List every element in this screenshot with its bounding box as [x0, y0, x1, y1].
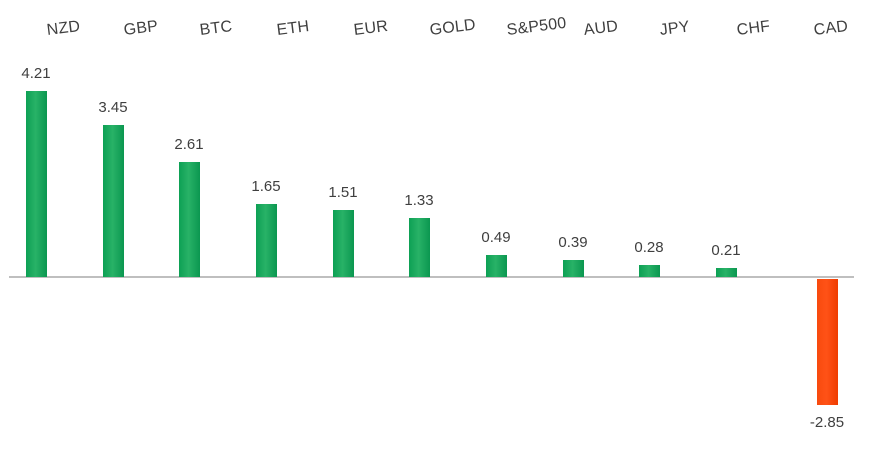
- value-label-gbp: 3.45: [98, 99, 128, 116]
- value-label-btc: 2.61: [174, 136, 204, 153]
- value-label-gold: 1.33: [404, 192, 434, 209]
- category-label-eth: ETH: [275, 18, 311, 39]
- value-label-aud: 0.39: [558, 234, 588, 251]
- bar-btc: [178, 162, 200, 277]
- value-label-chf: 0.21: [711, 242, 741, 259]
- category-label-eur: EUR: [352, 17, 390, 39]
- x-axis-line: [9, 276, 854, 278]
- bar-eth: [255, 204, 277, 277]
- bar-nzd: [25, 91, 47, 277]
- bar-gbp: [102, 125, 124, 277]
- bar-aud: [562, 260, 584, 277]
- bar-chf: [715, 268, 737, 277]
- category-label-chf: CHF: [735, 17, 772, 39]
- value-label-eur: 1.51: [328, 184, 358, 201]
- category-label-cad: CAD: [812, 17, 850, 39]
- bar-jpy: [638, 265, 660, 277]
- category-label-gbp: GBP: [122, 17, 160, 39]
- bar-sp500: [485, 255, 507, 277]
- value-label-jpy: 0.28: [634, 239, 664, 256]
- category-label-aud: AUD: [582, 17, 620, 39]
- category-label-nzd: NZD: [45, 17, 82, 39]
- category-label-gold: GOLD: [428, 16, 477, 39]
- value-label-nzd: 4.21: [21, 65, 51, 82]
- value-label-sp500: 0.49: [481, 229, 511, 246]
- bar-eur: [332, 210, 354, 277]
- category-label-jpy: JPY: [658, 18, 691, 39]
- bar-cad: [816, 279, 838, 405]
- bar-gold: [408, 218, 430, 277]
- category-label-sp500: S&P500: [505, 14, 568, 39]
- value-label-eth: 1.65: [251, 178, 281, 195]
- value-label-cad: -2.85: [809, 414, 845, 431]
- category-label-btc: BTC: [198, 18, 234, 39]
